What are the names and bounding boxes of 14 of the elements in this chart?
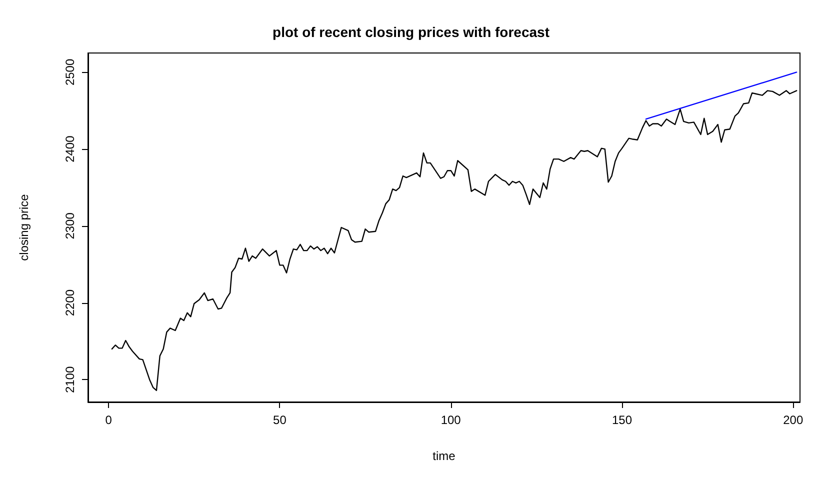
chart-title: plot of recent closing prices with forecast — [272, 24, 550, 40]
line-series — [111, 90, 798, 392]
y-tick-label: 2400 — [63, 135, 77, 162]
x-tick-label: 100 — [440, 413, 462, 427]
x-axis-title: time — [432, 449, 456, 463]
x-tick-label: 50 — [273, 413, 287, 427]
y-tick-label: 2500 — [63, 58, 77, 86]
x-tick-label: 200 — [783, 413, 804, 427]
y-tick-label: 2200 — [63, 289, 77, 316]
y-tick-label: 2100 — [63, 366, 77, 394]
y-tick-label: 2300 — [63, 212, 77, 240]
x-tick-label: 150 — [612, 413, 632, 427]
y-axis-title: closing price — [17, 194, 31, 261]
x-tick-label: 0 — [105, 413, 112, 427]
